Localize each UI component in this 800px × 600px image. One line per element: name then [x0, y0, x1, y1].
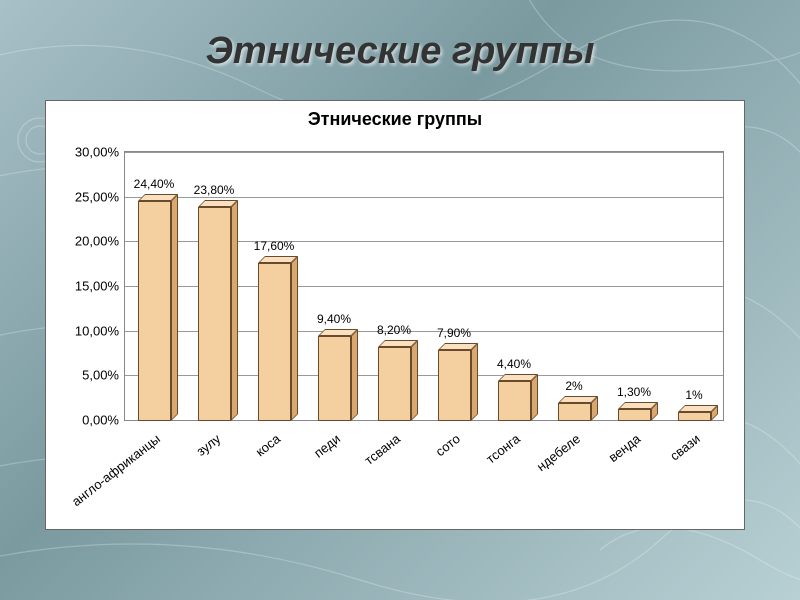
y-tick-label: 10,00%	[75, 323, 125, 338]
bar-side	[471, 343, 478, 421]
bar-value-label: 1%	[685, 388, 702, 402]
bar-front	[618, 409, 651, 421]
bar-top	[618, 402, 658, 409]
bar: 8,20%	[378, 347, 411, 421]
bar: 1%	[678, 412, 711, 421]
bar-value-label: 23,80%	[194, 183, 235, 197]
bar-value-label: 1,30%	[617, 385, 651, 399]
x-tick-label: англо-африканцы	[69, 431, 163, 509]
bar-front	[258, 263, 291, 421]
bar-side	[231, 200, 238, 421]
slide: Этнические группы Этнические группы 0,00…	[0, 0, 800, 600]
bar-top	[198, 200, 238, 207]
bar: 7,90%	[438, 350, 471, 421]
x-tick-label: свази	[668, 431, 704, 463]
bar: 1,30%	[618, 409, 651, 421]
bar-side	[411, 340, 418, 421]
bar-top	[558, 396, 598, 403]
x-tick-label: венда	[606, 431, 644, 465]
x-tick-label: коса	[253, 431, 283, 459]
bar-front	[498, 381, 531, 421]
x-tick-label: зулу	[193, 431, 223, 459]
bar-top	[498, 374, 538, 381]
bar-side	[171, 194, 178, 421]
bar-front	[318, 336, 351, 421]
bar-value-label: 2%	[565, 379, 582, 393]
bar: 9,40%	[318, 336, 351, 421]
bar: 24,40%	[138, 201, 171, 421]
bar-front	[378, 347, 411, 421]
bar-top	[678, 405, 718, 412]
y-tick-label: 5,00%	[82, 368, 125, 383]
bar-value-label: 8,20%	[377, 323, 411, 337]
x-tick-label: педи	[311, 431, 343, 461]
bar: 2%	[558, 403, 591, 421]
plot-area: 0,00%5,00%10,00%15,00%20,00%25,00%30,00%…	[124, 151, 724, 421]
x-tick-label: тсвана	[362, 431, 403, 468]
chart-title: Этнические группы	[46, 109, 744, 130]
bar-front	[198, 207, 231, 421]
y-tick-label: 30,00%	[75, 145, 125, 160]
bar-value-label: 24,40%	[134, 177, 175, 191]
chart-container: Этнические группы 0,00%5,00%10,00%15,00%…	[45, 100, 745, 530]
bar: 23,80%	[198, 207, 231, 421]
bar-top	[438, 343, 478, 350]
bar-value-label: 7,90%	[437, 326, 471, 340]
bar: 17,60%	[258, 263, 291, 421]
bar-value-label: 9,40%	[317, 312, 351, 326]
bar-value-label: 17,60%	[254, 239, 295, 253]
bar-front	[438, 350, 471, 421]
x-tick-label: тсонга	[484, 431, 524, 467]
bar-top	[258, 256, 298, 263]
bar-value-label: 4,40%	[497, 357, 531, 371]
bar-side	[291, 256, 298, 421]
slide-title: Этнические группы	[0, 30, 800, 73]
bar-side	[531, 374, 538, 421]
bar-front	[678, 412, 711, 421]
bar-front	[558, 403, 591, 421]
bar-top	[138, 194, 178, 201]
y-tick-label: 0,00%	[82, 413, 125, 428]
bar: 4,40%	[498, 381, 531, 421]
bar-top	[378, 340, 418, 347]
x-tick-label: сото	[433, 431, 463, 459]
bar-top	[318, 329, 358, 336]
y-tick-label: 15,00%	[75, 279, 125, 294]
y-tick-label: 20,00%	[75, 234, 125, 249]
x-axis-labels: англо-африканцызулукосапедитсванасототсо…	[124, 423, 724, 523]
bar-front	[138, 201, 171, 421]
bar-side	[351, 329, 358, 421]
y-tick-label: 25,00%	[75, 189, 125, 204]
x-tick-label: ндебеле	[534, 431, 583, 474]
